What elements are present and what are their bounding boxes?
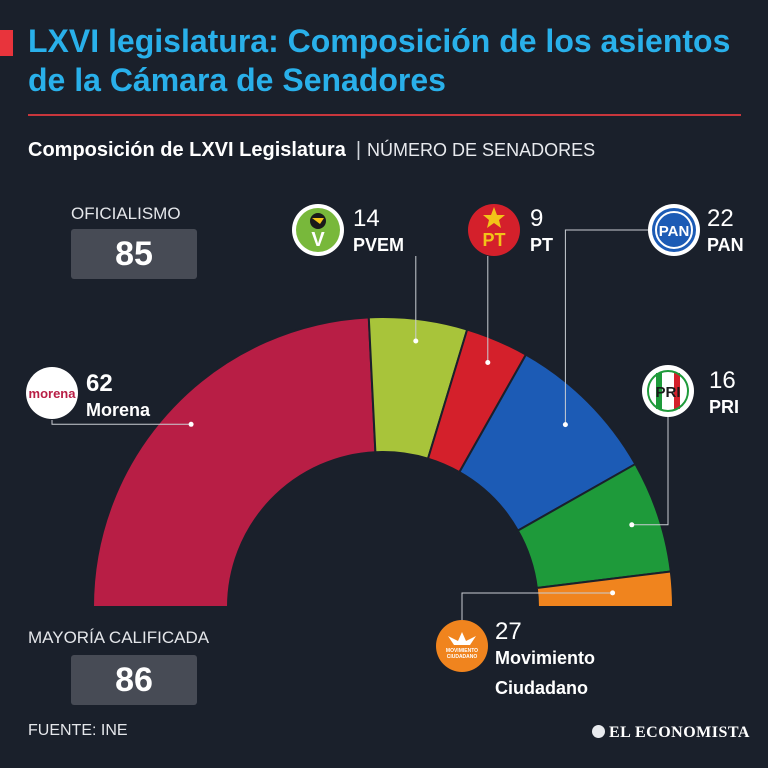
pan-logo-text: PAN: [659, 223, 690, 240]
brand-logo: EL ECONOMISTA: [592, 724, 750, 742]
leader-dots: [188, 338, 635, 596]
oficialismo-value: 85: [71, 229, 197, 279]
title-accent-bar: [0, 30, 13, 56]
leader-lines: [51, 229, 669, 620]
pt-logo-text: PT: [482, 230, 505, 250]
page-title: LXVI legislatura: Composición de los asi…: [28, 23, 731, 98]
source-note: FUENTE: INE: [28, 722, 128, 739]
pri-logo-icon: PRI: [642, 365, 694, 417]
mc-logo-text-1: MOVIMIENTO: [446, 648, 478, 654]
subtitle-separator: |: [355, 139, 362, 161]
pri-name: PRI: [709, 397, 740, 417]
leader-dot-pan: [562, 422, 568, 428]
pvem-logo-text: V: [311, 229, 325, 251]
pan-logo-icon: PAN: [648, 204, 700, 256]
pri-logo-text: PRI: [655, 384, 680, 401]
morena-name: Morena: [86, 400, 151, 420]
mayoria-label: MAYORÍA CALIFICADA: [28, 628, 210, 647]
leader-line-pan: [564, 229, 648, 425]
pvem-seats: 14: [353, 205, 380, 232]
mc-name-line2: Ciudadano: [495, 678, 588, 698]
subtitle-text: Composición de LXVI Legislatura: [28, 139, 346, 161]
chart-subtitle: Composición de LXVI Legislatura | NÚMERO D…: [28, 139, 595, 162]
pvem-logo-icon: V: [292, 204, 344, 256]
pri-seats: 16: [709, 367, 736, 394]
oficialismo-label: OFICIALISMO: [71, 204, 181, 223]
leader-dot-pri: [629, 522, 635, 528]
mayoria-value: 86: [71, 655, 197, 705]
morena-logo-icon: morena: [26, 367, 78, 419]
subtitle-unit: NÚMERO DE SENADORES: [367, 140, 596, 160]
leader-dot-movimiento-ciudadano: [610, 590, 616, 596]
brand-icon: [592, 725, 605, 738]
segment-movimiento-ciudadano: [535, 570, 675, 608]
title-divider: [28, 114, 741, 116]
mc-seats: 27: [495, 618, 522, 645]
segment-layer: [91, 316, 675, 608]
leader-dot-morena: [188, 421, 194, 427]
brand-text: EL ECONOMISTA: [609, 724, 750, 741]
mc-logo-text-2: CIUDADANO: [447, 654, 478, 660]
mc-name-line1: Movimiento: [495, 648, 596, 668]
pan-name: PAN: [707, 235, 744, 255]
leader-dot-pvem: [413, 338, 419, 344]
mc-logo-icon: MOVIMIENTO CIUDADANO: [436, 620, 488, 672]
pt-logo-icon: PT: [468, 204, 520, 256]
leader-dot-pt: [485, 360, 491, 365]
morena-logo-text: morena: [29, 386, 77, 401]
pt-name: PT: [530, 235, 554, 255]
pan-seats: 22: [707, 205, 734, 232]
leader-line-pri: [631, 417, 669, 526]
segment-morena: [91, 316, 377, 608]
leader-line-morena: [51, 420, 192, 425]
pvem-name: PVEM: [353, 235, 405, 255]
morena-seats: 62: [86, 370, 113, 397]
pt-seats: 9: [530, 205, 544, 232]
